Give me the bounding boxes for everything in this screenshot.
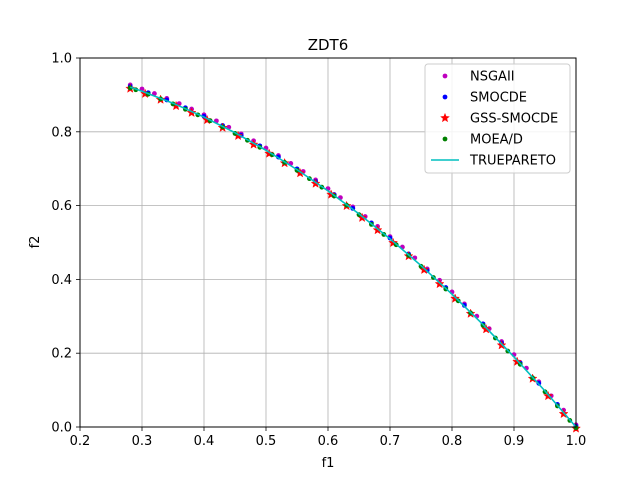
y-tick-label: 0.2 [51, 347, 72, 362]
plot-frame [79, 57, 577, 428]
legend-swatch-smocde [442, 94, 448, 100]
x-axis-label: f1 [322, 456, 335, 471]
y-axis-ticks: 0.0 0.2 0.4 0.6 0.8 1.0 [51, 52, 80, 436]
y-tick-label: 0.8 [51, 125, 72, 140]
legend-label-truepareto: TRUEPARETO [469, 154, 556, 169]
legend-swatch-moea-d [442, 136, 448, 142]
y-tick-label: 1.0 [51, 52, 72, 67]
series-truepareto [129, 86, 577, 428]
series-line-truepareto [129, 86, 577, 428]
chart-title: ZDT6 [308, 36, 349, 54]
plot-area [125, 82, 581, 433]
x-tick-label: 0.2 [70, 434, 91, 449]
legend-swatch-nsgaii [442, 73, 448, 79]
data-point-gss-smocde [264, 148, 274, 158]
y-tick-label: 0.6 [51, 199, 72, 214]
legend: NSGAII SMOCDE GSS-SMOCDE MOEA/D TRUEPARETO [424, 63, 571, 174]
x-tick-label: 0.4 [194, 434, 215, 449]
x-tick-label: 0.9 [504, 434, 525, 449]
legend-label-smocde: SMOCDE [470, 91, 527, 106]
legend-swatch-gss-smocde [440, 112, 450, 123]
y-axis-label: f2 [28, 236, 43, 249]
x-tick-label: 0.6 [318, 434, 339, 449]
legend-label-moea-d: MOEA/D [470, 133, 523, 148]
legend-label-gss-smocde: GSS-SMOCDE [470, 112, 558, 127]
x-tick-label: 1.0 [566, 434, 587, 449]
x-tick-label: 0.3 [132, 434, 153, 449]
y-tick-label: 0.0 [51, 421, 72, 436]
x-axis-ticks: 0.2 0.3 0.4 0.5 0.6 0.7 0.8 0.9 1.0 [70, 427, 587, 449]
x-tick-label: 0.8 [442, 434, 463, 449]
y-tick-label: 0.4 [51, 273, 72, 288]
legend-box [424, 63, 571, 174]
x-tick-label: 0.5 [256, 434, 277, 449]
legend-label-nsgaii: NSGAII [470, 70, 515, 85]
x-tick-label: 0.7 [380, 434, 401, 449]
